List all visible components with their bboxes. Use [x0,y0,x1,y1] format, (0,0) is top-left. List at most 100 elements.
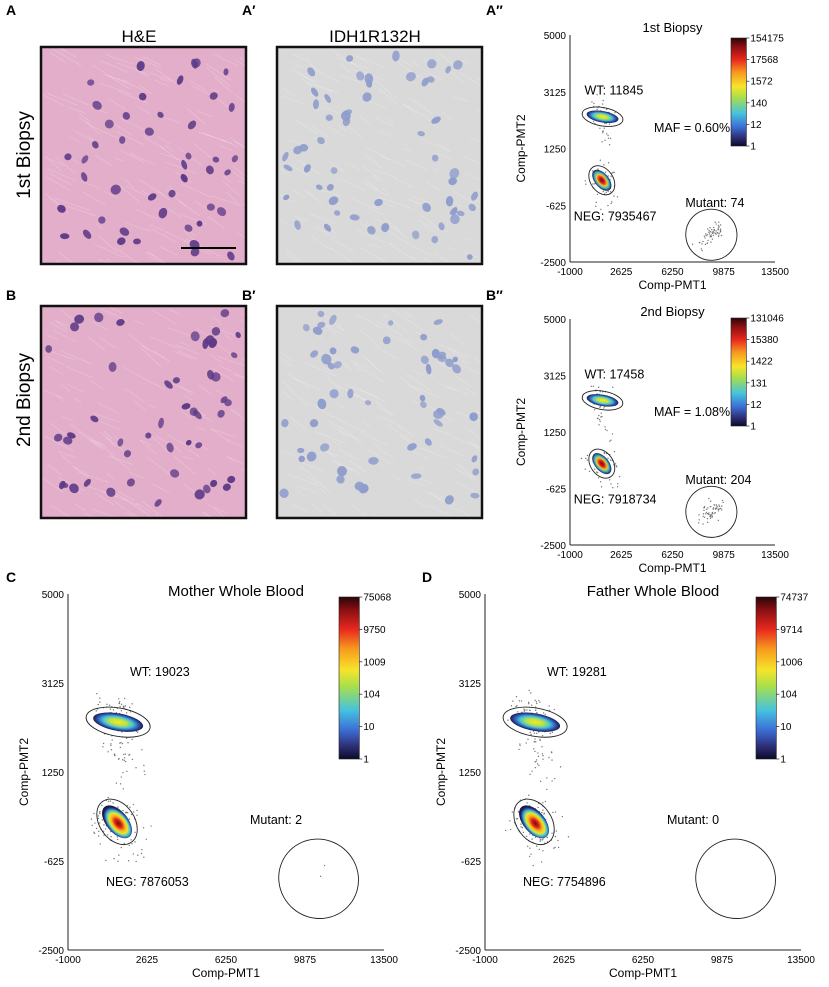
data-point [718,234,720,236]
cell-nucleus [279,488,289,498]
cell-nucleus [302,323,310,332]
data-point [551,780,553,782]
colorbar-label: 17568 [750,55,778,66]
cell-nucleus [382,336,391,345]
cell-nucleus [180,173,188,183]
cell-nucleus [328,196,339,206]
data-point [134,841,136,843]
data-point [604,428,607,431]
y-tick-label: 1250 [42,768,65,779]
gate-ellipse [513,798,555,846]
data-point [717,224,720,227]
data-point [612,487,614,489]
data-point [542,838,544,840]
cell-nucleus [145,432,152,439]
data-point [712,507,715,509]
panel-label-b-prime: B′ [242,287,256,303]
cell-nucleus [333,361,342,369]
cell-nucleus [472,468,480,476]
cell-nucleus [317,398,327,410]
x-tick-label: -1000 [557,267,583,278]
data-point [125,737,128,739]
cell-nucleus [347,388,354,399]
data-point [112,709,115,711]
cell-nucleus [235,331,241,339]
data-point [527,845,529,848]
cell-nucleus [297,447,305,453]
data-point [554,777,556,780]
cell-nucleus [164,380,173,389]
cell-nucleus [356,71,365,81]
data-point [551,759,553,761]
cell-nucleus [195,442,203,449]
cell-nucleus [294,220,301,230]
data-point [539,780,542,783]
data-point [712,234,715,237]
data-point [527,738,529,740]
data-point [542,712,545,714]
data-point [546,777,548,779]
data-point [122,788,124,790]
cell-nucleus [468,203,476,212]
cell-nucleus [87,79,95,86]
data-point [541,734,544,737]
data-point [140,852,143,855]
data-point [704,243,707,246]
data-point [99,812,101,815]
data-point [517,810,520,813]
cell-nucleus [306,451,317,462]
data-point [90,818,93,820]
density-core [510,712,561,732]
data-point [718,505,721,508]
image-frame [275,45,484,266]
data-point [99,810,101,813]
cell-nucleus [323,223,332,232]
gate-ellipse [581,390,624,411]
data-point [614,112,616,114]
data-point [529,847,531,849]
data-point [91,824,93,827]
data-point [588,470,591,473]
cell-nucleus [325,114,333,121]
y-tick-label: 3125 [544,88,567,99]
data-point [701,249,703,252]
cell-nucleus [445,196,454,207]
data-point [535,761,537,763]
data-point [95,710,98,712]
data-point [594,205,597,208]
data-point [541,811,543,814]
data-point [711,238,714,240]
cell-nucleus [303,164,311,173]
data-point [124,760,127,763]
data-point [704,237,706,239]
data-point [99,843,101,845]
cell-nucleus [166,442,174,453]
cell-nucleus [445,65,452,74]
data-point [103,834,105,836]
data-point [543,812,546,815]
cluster-mutant [695,838,776,919]
data-point [124,697,126,700]
cell-nucleus [437,351,447,360]
data-point [596,94,598,96]
data-point [700,248,703,250]
cluster-neg [504,794,570,882]
cell-nucleus [354,481,364,491]
data-point [606,429,608,432]
cell-nucleus [424,438,432,446]
data-point [517,711,519,713]
data-point [127,860,130,862]
data-point [713,229,716,232]
cell-nucleus [136,61,145,72]
gate-ellipse [85,706,151,738]
data-point [604,139,606,141]
cell-nucleus [307,67,316,77]
colorbar-label: 15380 [750,335,778,346]
data-point [601,103,604,105]
cell-nucleus [330,167,338,174]
cluster-neg [90,796,152,883]
data-point [125,712,128,714]
panel-label-d: D [422,569,432,585]
data-point [585,457,587,460]
data-point [97,817,99,820]
